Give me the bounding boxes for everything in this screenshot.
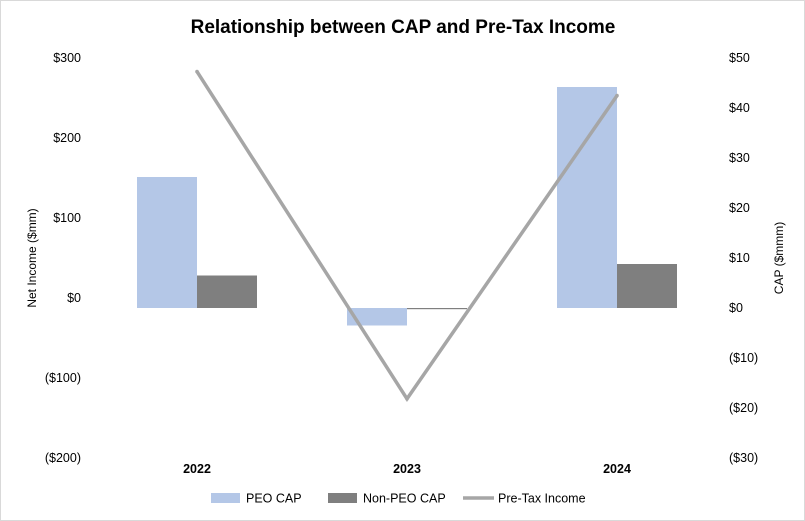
legend-swatch [328, 493, 357, 503]
left-tick-label: $0 [67, 291, 81, 305]
right-tick-label: $40 [729, 101, 750, 115]
left-axis-ticks: $300 $200 $100 $0 ($100) ($200) [45, 51, 81, 465]
legend-label: PEO CAP [246, 492, 302, 506]
chart-title: Relationship between CAP and Pre-Tax Inc… [191, 17, 616, 38]
right-tick-label: ($30) [729, 451, 758, 465]
right-tick-label: $10 [729, 251, 750, 265]
right-tick-label: ($10) [729, 351, 758, 365]
category-label-2022: 2022 [183, 462, 211, 476]
left-tick-label: ($200) [45, 451, 81, 465]
peo-cap-bar-2023 [347, 308, 407, 326]
line-series [195, 69, 619, 402]
left-tick-label: ($100) [45, 371, 81, 385]
left-tick-label: $300 [53, 51, 81, 65]
non-peo-cap-bar-2024 [617, 264, 677, 308]
pre-tax-income-line [195, 70, 619, 402]
pre-tax-income-point-2022 [195, 69, 199, 74]
category-label-2024: 2024 [603, 462, 631, 476]
left-tick-label: $200 [53, 131, 81, 145]
pre-tax-income-point-2023 [405, 397, 409, 401]
pre-tax-income-point-2024 [615, 93, 619, 98]
right-tick-label: $30 [729, 151, 750, 165]
legend-swatch [211, 493, 240, 503]
legend: PEO CAP Non-PEO CAP Pre-Tax Income [211, 492, 586, 506]
bar-series [137, 87, 677, 326]
non-peo-cap-bar-2023 [407, 308, 467, 310]
right-tick-label: $20 [729, 201, 750, 215]
right-tick-label: $0 [729, 301, 743, 315]
non-peo-cap-bar-2022 [197, 275, 257, 308]
peo-cap-bar-2022 [137, 177, 197, 308]
category-label-2023: 2023 [393, 462, 421, 476]
legend-label: Pre-Tax Income [498, 492, 586, 506]
category-labels: 2022 2023 2024 [183, 462, 631, 476]
left-tick-label: $100 [53, 211, 81, 225]
right-tick-label: ($20) [729, 401, 758, 415]
legend-label: Non-PEO CAP [363, 492, 446, 506]
peo-cap-bar-2024 [557, 87, 617, 308]
left-axis-title: Net Income ($mm) [25, 208, 39, 307]
right-axis-title: CAP ($mmm) [772, 222, 786, 294]
right-tick-label: $50 [729, 51, 750, 65]
right-axis-ticks: $50 $40 $30 $20 $10 $0 ($10) ($20) ($30) [729, 51, 758, 465]
